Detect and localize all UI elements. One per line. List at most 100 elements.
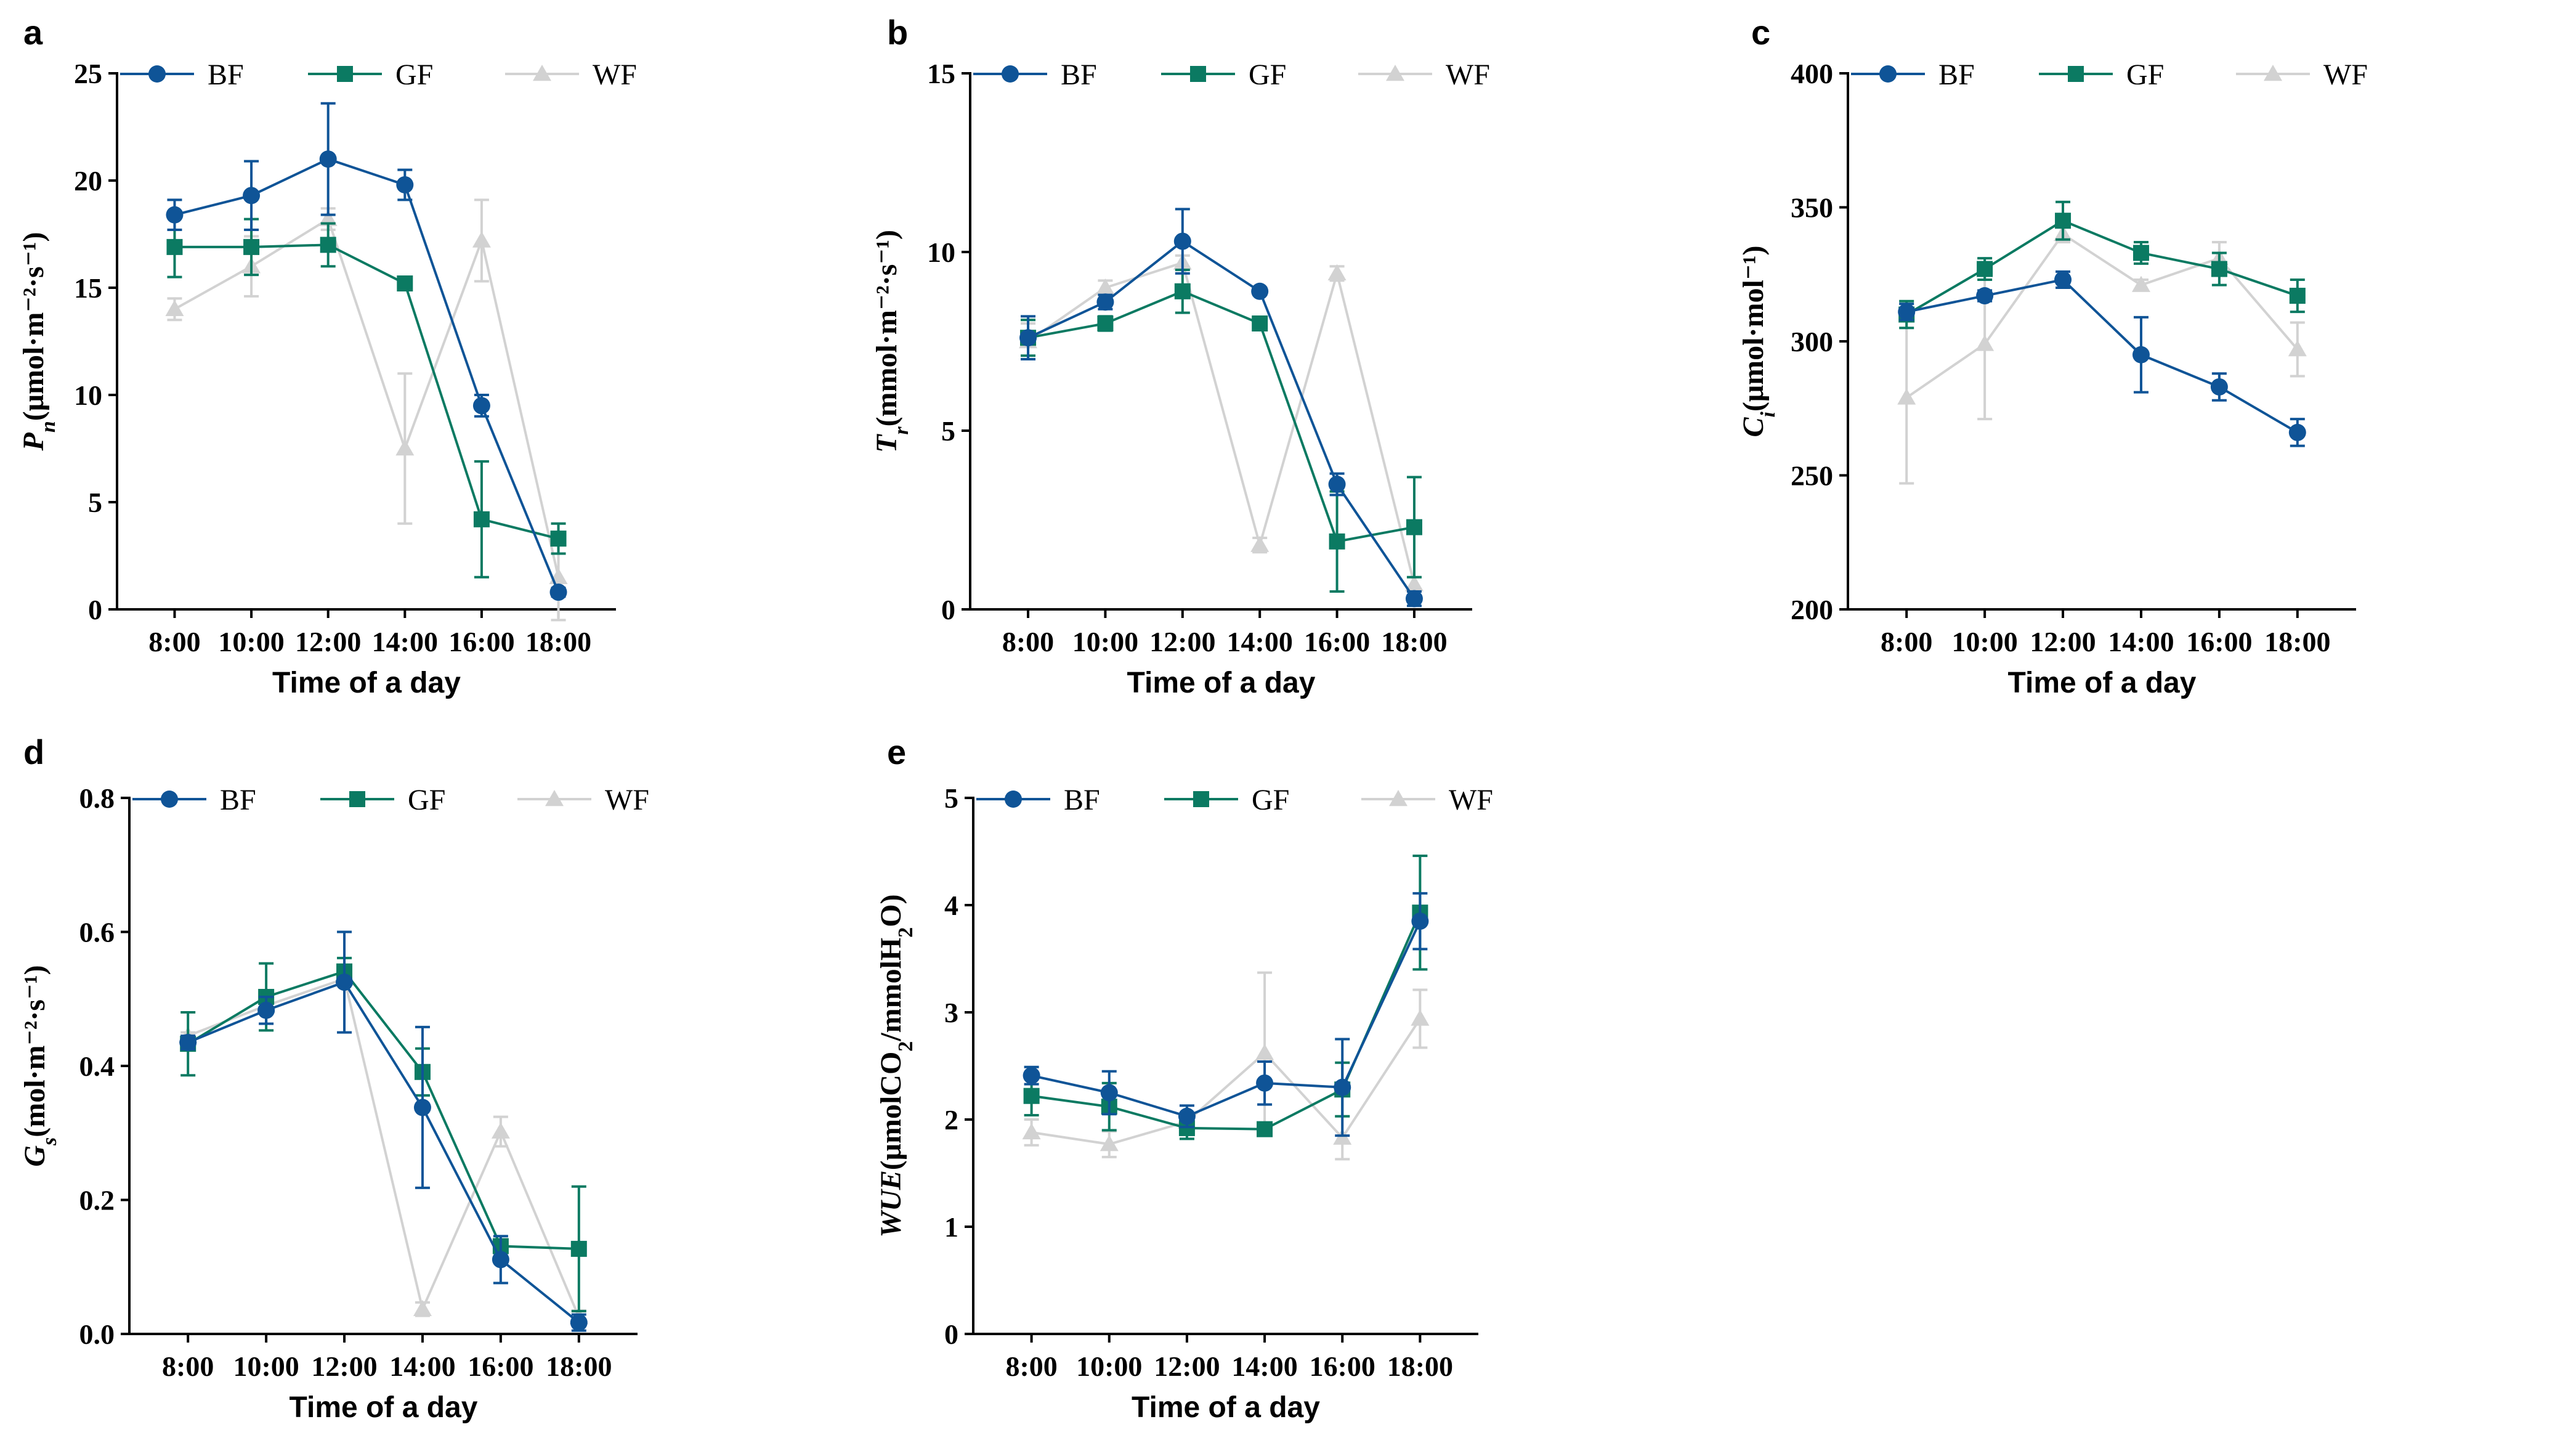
y-tick-label: 0 <box>944 1319 958 1350</box>
x-tick-label: 12:00 <box>1154 1351 1220 1382</box>
data-point-BF <box>2054 270 2072 288</box>
data-point-WF <box>2288 340 2307 357</box>
legend-marker-BF <box>1879 65 1897 83</box>
y-tick-label: 350 <box>1791 192 1833 224</box>
y-tick-label: 10 <box>927 237 955 268</box>
y-axis-unit: /mmolH <box>875 938 907 1042</box>
x-axis-title: Time of a day <box>290 1391 478 1424</box>
series-line-GF <box>1906 219 2298 316</box>
legend-label-GF: GF <box>2126 59 2164 91</box>
data-point-GF <box>2055 213 2072 229</box>
legend-marker-GF <box>1190 66 1206 82</box>
x-tick-label: 18:00 <box>1381 626 1447 657</box>
y-axis-symbol: G <box>18 1145 51 1167</box>
series-WF <box>1897 224 2307 485</box>
y-axis-unit: (μmol·mol⁻¹) <box>1737 245 1770 412</box>
x-tick-label: 12:00 <box>2030 626 2096 657</box>
data-point-GF <box>473 511 490 527</box>
panel-d: d 0.0 0.2 0.4 0.6 0.8 8:00 10:00 12:00 14:00 16:00… <box>18 733 649 1424</box>
data-point-GF <box>1977 261 1993 277</box>
data-point-GF <box>2132 245 2149 261</box>
y-tick-label: 0.4 <box>79 1051 115 1082</box>
legend-marker-BF <box>148 65 166 83</box>
x-axis-title: Time of a day <box>272 667 461 699</box>
data-point-BF <box>396 176 414 193</box>
y-axis-symbol: P <box>17 432 50 451</box>
legend-label-WF: WF <box>2323 59 2368 91</box>
panel-letter: d <box>23 733 44 771</box>
data-point-BF <box>1173 232 1191 250</box>
y-tick-label: 15 <box>74 272 102 304</box>
legend-label-WF: WF <box>1449 784 1493 816</box>
panel-c: c 200 250 300 350 400 8:00 10:00 12:00 14:00 16:00… <box>1737 13 2368 699</box>
data-point-GF <box>166 238 183 255</box>
data-point-GF <box>1023 1087 1040 1104</box>
y-tick-label: 0.0 <box>79 1319 115 1350</box>
data-point-WF <box>1411 1009 1430 1026</box>
data-point-BF <box>1096 293 1114 311</box>
y-tick-label: 200 <box>1791 594 1833 625</box>
x-tick-label: 12:00 <box>311 1351 377 1382</box>
legend-label-BF: BF <box>1938 59 1975 91</box>
data-point-GF <box>1174 283 1191 299</box>
y-tick-label: 3 <box>944 997 958 1028</box>
x-tick-label: 8:00 <box>162 1351 214 1382</box>
legend-marker-WF <box>533 65 551 81</box>
y-tick-label: 0 <box>88 594 102 625</box>
panel-letter: c <box>1751 13 1770 52</box>
series-GF <box>1023 854 1428 1140</box>
data-point-WF <box>472 231 491 248</box>
data-point-BF <box>1178 1107 1196 1125</box>
panel-e: e 0 1 2 3 4 5 8:00 10:00 12:00 14:00 16:00 18:00 Time… <box>875 733 1493 1424</box>
y-tick-label: 5 <box>88 487 102 518</box>
y-axis-unit: (mol·m⁻²·s⁻¹) <box>18 965 51 1137</box>
x-tick-label: 10:00 <box>1951 626 2017 657</box>
y-tick-label: 15 <box>927 58 955 89</box>
data-point-WF <box>1096 278 1115 295</box>
series-line-BF <box>1027 240 1416 600</box>
series-BF <box>179 930 588 1332</box>
data-point-BF <box>570 1314 588 1331</box>
data-point-WF <box>1975 335 1995 351</box>
data-point-BF <box>492 1251 509 1269</box>
series-GF <box>1020 269 1422 593</box>
series-line-GF <box>174 243 559 540</box>
x-tick-label: 8:00 <box>1881 626 1932 657</box>
data-point-GF <box>570 1240 587 1257</box>
data-point-BF <box>1019 329 1037 347</box>
y-axis-subscript: r <box>890 426 913 435</box>
data-point-BF <box>257 1001 275 1019</box>
data-point-BF <box>472 397 490 415</box>
series-BF <box>166 102 567 601</box>
x-axis-title: Time of a day <box>2008 667 2197 699</box>
legend-marker-WF <box>2264 65 2282 81</box>
series-BF <box>1023 892 1429 1137</box>
data-point-GF <box>2289 288 2306 304</box>
y-tick-label: 1 <box>944 1211 958 1243</box>
legend-label-GF: GF <box>1249 59 1286 91</box>
data-point-BF <box>1251 282 1269 300</box>
data-point-BF <box>413 1099 431 1116</box>
legend-label-WF: WF <box>605 784 649 816</box>
y-axis-unit: O) <box>875 894 907 927</box>
data-point-WF <box>1404 575 1424 591</box>
legend-marker-GF <box>337 66 353 82</box>
data-point-GF <box>1329 533 1345 550</box>
data-point-BF <box>2210 378 2228 396</box>
data-point-BF <box>1023 1067 1040 1084</box>
legend-label-BF: BF <box>208 59 244 91</box>
data-point-BF <box>1256 1074 1274 1092</box>
x-axis-title: Time of a day <box>1132 1391 1320 1424</box>
x-tick-label: 14:00 <box>389 1351 455 1382</box>
data-point-BF <box>336 974 354 991</box>
y-tick-label: 25 <box>74 58 102 89</box>
x-axis-title: Time of a day <box>1127 667 1316 699</box>
data-point-WF <box>165 299 184 317</box>
series-BF <box>1898 270 2306 447</box>
series-line-GF <box>1031 912 1422 1131</box>
series-WF <box>1022 971 1430 1161</box>
legend-marker-BF <box>161 791 178 808</box>
legend: BF GF WF <box>976 784 1493 816</box>
series-line-WF <box>174 217 560 578</box>
y-axis-subscript: s <box>38 1137 61 1146</box>
